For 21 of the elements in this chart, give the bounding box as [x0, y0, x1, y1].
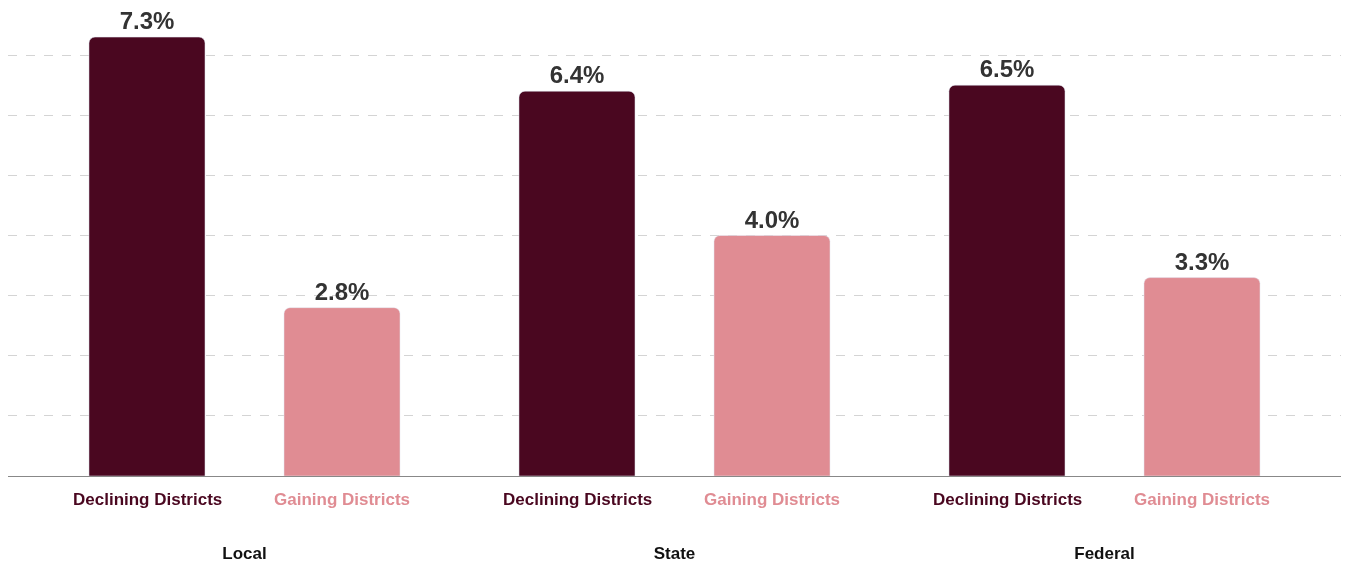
- text: Gaining Districts: [704, 490, 841, 509]
- x-tick-label: Local: [222, 544, 267, 564]
- bar: [948, 84, 1066, 476]
- bar: [713, 235, 831, 476]
- data-label: 2.8%: [314, 277, 370, 305]
- data-label: 3.3%: [1174, 247, 1230, 275]
- x-tick-label: State: [653, 544, 696, 564]
- bar: [518, 90, 636, 476]
- bar: [1143, 277, 1261, 476]
- text: Declining Districts: [933, 490, 1083, 509]
- data-label: 6.4%: [549, 61, 605, 89]
- text: Declining Districts: [503, 490, 653, 509]
- data-label: 6.5%: [979, 55, 1035, 83]
- series-label: Declining Districts: [73, 490, 223, 509]
- bar: [88, 36, 206, 476]
- series-label: Gaining Districts: [274, 490, 411, 509]
- bar: [283, 307, 401, 476]
- data-label: 7.3%: [119, 7, 175, 35]
- text: Gaining Districts: [1134, 490, 1271, 509]
- data-label: 4.0%: [744, 205, 800, 233]
- x-tick-label: Federal: [1074, 544, 1135, 564]
